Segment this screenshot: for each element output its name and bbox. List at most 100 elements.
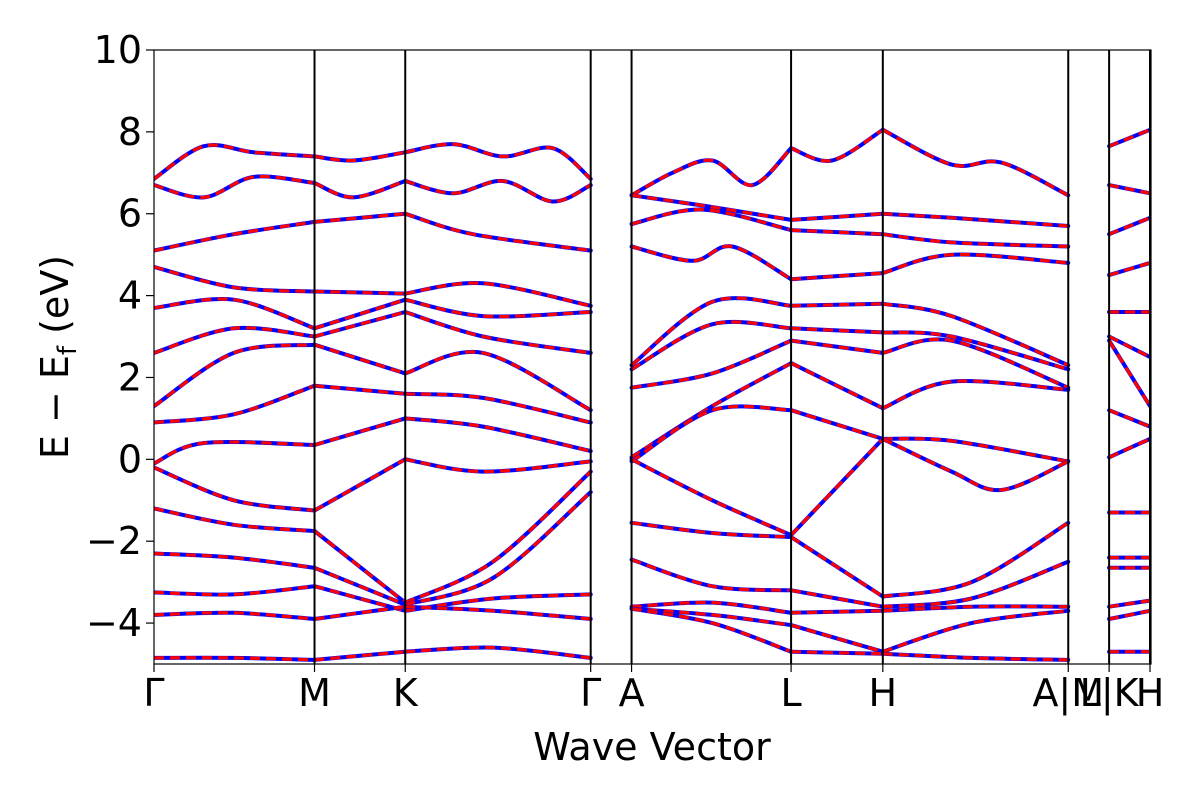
- band-1-segment-1-red: [313, 179, 406, 200]
- band-6-segment-0-red: [154, 343, 315, 408]
- plot-frame: [153, 49, 1152, 665]
- band-10-segment-5-red: [882, 521, 1070, 599]
- band-5-segment-3-red: [630, 320, 792, 371]
- band-10-segment-3-red: [631, 521, 792, 539]
- band-7-segment-4-red: [790, 361, 884, 410]
- band-1-segment-2-red: [404, 179, 592, 204]
- band-2-segment-2-red: [404, 212, 591, 253]
- band-2-segment-4-red: [791, 228, 883, 236]
- x-tick-label-7: A|M: [1032, 671, 1104, 716]
- band-14-segment-0-red: [154, 656, 315, 662]
- band-8-segment-0-blue: [154, 439, 317, 466]
- band-2-segment-5-red: [882, 232, 1069, 249]
- band-lines: [154, 127, 1151, 662]
- band-2-segment-1-red: [314, 212, 406, 224]
- band-9-segment-4-red: [789, 437, 884, 537]
- band-12-segment-3-red: [631, 600, 792, 615]
- band-7-segment-0-red: [154, 384, 316, 425]
- band-1-segment-5-red: [882, 212, 1069, 228]
- x-tick-label-3: Γ: [580, 671, 601, 715]
- band-7-segment-6-red: [1108, 408, 1151, 429]
- band-4-segment-4-red: [791, 302, 883, 308]
- x-tick-label-0: Γ: [143, 671, 164, 715]
- x-tick-label-5: L: [780, 671, 801, 715]
- band-3-segment-6-red: [1108, 261, 1151, 277]
- band-9-segment-3-red: [630, 457, 792, 537]
- band-8-segment-6-red: [1108, 437, 1151, 459]
- x-tick-label-6: H: [869, 671, 898, 715]
- x-axis-label: Wave Vector: [533, 725, 771, 769]
- band-11-segment-4-red: [790, 588, 884, 609]
- band-9-segment-1-red: [313, 457, 406, 512]
- band-0-segment-3-red: [630, 147, 793, 197]
- band-6-segment-2-red: [404, 350, 592, 412]
- band-4-segment-5-red: [882, 302, 1069, 367]
- band-13-segment-2-red: [405, 605, 591, 621]
- band-1-segment-0-red: [154, 174, 315, 200]
- band-6-segment-5-red: [882, 337, 1069, 390]
- band-8-segment-4-red: [790, 408, 884, 441]
- y-axis-label-sub: f: [53, 345, 83, 355]
- x-tick-label-8: L|K: [1080, 671, 1140, 716]
- y-tick-label-0: −4: [86, 601, 142, 645]
- band-4-segment-1-red: [314, 298, 406, 330]
- x-tick-label-4: A: [619, 671, 645, 715]
- band-3-segment-0-red: [154, 265, 315, 294]
- y-axis-label-main: E − E: [33, 355, 77, 459]
- band-10-segment-0-red: [154, 506, 315, 533]
- band-8-segment-1-red: [314, 416, 406, 447]
- y-tick-label-6: 8: [118, 110, 142, 154]
- band-8-segment-2-red: [405, 416, 592, 453]
- band-7-segment-5-red: [882, 379, 1069, 410]
- band-1-segment-4-red: [790, 212, 883, 222]
- x-tick-label-1: M: [298, 671, 331, 715]
- band-12-segment-4-red: [791, 609, 883, 615]
- band-14-segment-4-blue: [789, 649, 885, 656]
- band-11-segment-5-red: [882, 560, 1069, 609]
- band-3-segment-3-red: [631, 244, 792, 281]
- band-7-segment-1-red: [314, 384, 406, 396]
- y-tick-label-2: 0: [118, 437, 142, 481]
- band-12-segment-5-red: [882, 604, 1069, 613]
- band-9-segment-0-red: [154, 466, 315, 513]
- band-5-segment-6-red: [1108, 335, 1151, 359]
- band-4-segment-4-blue: [789, 301, 885, 308]
- band-3-segment-1-red: [314, 289, 406, 296]
- y-tick-label-7: 10: [94, 28, 142, 72]
- band-0-segment-0-red: [154, 143, 315, 181]
- band-9-segment-5-red: [882, 437, 1069, 492]
- band-13-segment-1-red: [314, 605, 406, 621]
- band-14-segment-3-red: [631, 607, 792, 654]
- band-10-segment-1-red: [313, 529, 407, 604]
- band-14-segment-2-red: [405, 645, 591, 660]
- band-12-segment-4-blue: [789, 608, 885, 615]
- band-7-segment-2-red: [405, 392, 592, 425]
- y-tick-label-1: −2: [86, 519, 142, 563]
- band-6-segment-6-red: [1107, 339, 1151, 407]
- band-11-segment-1-red: [313, 566, 406, 607]
- band-0-segment-4-red: [790, 128, 884, 163]
- band-3-segment-1-blue: [312, 289, 408, 296]
- band-12-segment-0-red: [154, 584, 315, 597]
- band-5-segment-5-red: [882, 330, 1069, 371]
- band-3-segment-5-red: [882, 252, 1069, 275]
- band-8-segment-5-red: [882, 437, 1069, 463]
- y-axis-label-unit: (eV): [33, 255, 77, 346]
- band-3-segment-4-red: [790, 271, 883, 281]
- x-ticks: Γ M K Γ A L H A|ML|KH: [143, 664, 1164, 716]
- band-5-segment-1-red: [314, 310, 406, 339]
- y-tick-label-4: 4: [118, 274, 142, 318]
- band-2-segment-0-red: [154, 220, 315, 253]
- band-11-segment-3-red: [631, 558, 792, 592]
- band-4-segment-0-red: [154, 297, 316, 330]
- band-11-segment-0-red: [154, 551, 315, 570]
- band-4-segment-3-red: [630, 296, 792, 367]
- band-10-segment-2-red: [404, 470, 592, 605]
- band-10-segment-4-red: [790, 535, 884, 598]
- band-14-segment-5-red: [882, 652, 1069, 662]
- x-tick-label-2: K: [393, 671, 419, 715]
- y-tick-label-5: 6: [118, 192, 142, 236]
- band-7-segment-3-red: [630, 361, 792, 459]
